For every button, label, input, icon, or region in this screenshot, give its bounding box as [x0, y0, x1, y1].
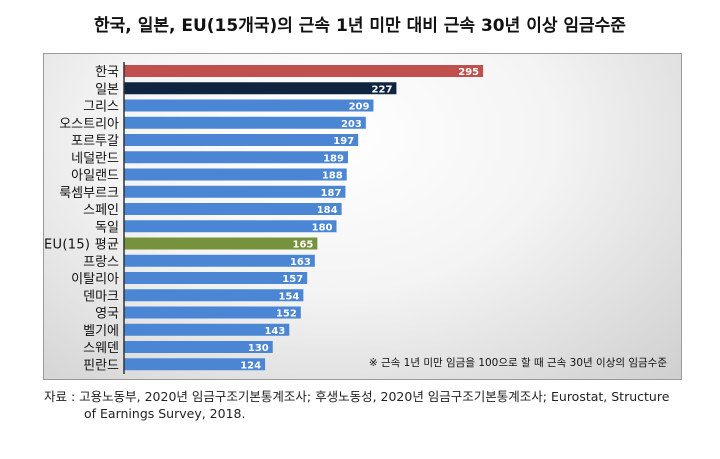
bar: [124, 254, 315, 267]
category-label: 벨기에: [83, 324, 119, 339]
bar: [124, 220, 337, 233]
category-label: 한국: [95, 65, 119, 80]
data-label: 197: [333, 136, 354, 147]
annotation: ※ 근속 1년 미만 임금을 100으로 할 때 근속 30년 이상의 임금수준: [369, 356, 667, 369]
chart-title: 한국, 일본, EU(15개국)의 근속 1년 미만 대비 근속 30년 이상 …: [94, 16, 626, 36]
bar: [124, 358, 266, 371]
category-label: 스페인: [83, 203, 119, 218]
source-line-1: 자료 : 고용노동부, 2020년 임금구조기본통계조사; 후생노동성, 202…: [44, 389, 670, 404]
data-label: 209: [349, 102, 370, 113]
category-label: 오스트리아: [59, 117, 119, 132]
category-label: 영국: [95, 307, 119, 322]
data-label: 130: [248, 343, 269, 354]
bar: [124, 237, 318, 250]
data-label: 203: [341, 119, 362, 130]
bar: [124, 151, 348, 164]
bar: [124, 203, 342, 215]
category-label: 아일랜드: [71, 169, 119, 184]
data-label: 152: [276, 309, 297, 320]
category-label: 룩셈부르크: [59, 186, 119, 201]
data-label: 165: [293, 240, 314, 251]
data-label: 184: [317, 205, 338, 216]
data-label: 143: [264, 326, 285, 337]
data-label: 157: [282, 274, 303, 285]
bar: [124, 289, 304, 302]
bar: [124, 272, 308, 284]
data-label: 163: [290, 257, 311, 268]
data-label: 295: [458, 67, 479, 78]
category-label: 스웨덴: [83, 341, 119, 356]
bar: [124, 341, 273, 353]
source-note: 자료 : 고용노동부, 2020년 임금구조기본통계조사; 후생노동성, 202…: [44, 388, 684, 422]
category-label: 그리스: [83, 100, 119, 115]
data-label: 227: [372, 84, 393, 95]
data-label: 188: [322, 171, 343, 182]
category-label: 이탈리아: [71, 272, 119, 287]
bar: [124, 323, 290, 336]
category-label: 포르투갈: [71, 134, 119, 149]
bar: [124, 116, 366, 129]
category-label: 독일: [95, 220, 119, 235]
category-label: 네덜란드: [71, 151, 119, 166]
bar: [124, 82, 397, 95]
category-label: 프랑스: [83, 255, 119, 270]
bar: [124, 99, 374, 112]
source-line-2: of Earnings Survey, 2018.: [84, 406, 246, 421]
bar: [124, 306, 301, 319]
bar: [124, 65, 484, 77]
category-label: 일본: [95, 82, 119, 97]
data-label: 189: [323, 153, 344, 164]
bar: [124, 168, 347, 181]
data-label: 124: [240, 360, 261, 371]
data-label: 180: [312, 222, 333, 233]
bar: [124, 134, 359, 146]
data-label: 154: [278, 291, 299, 302]
category-label: EU(15) 평균: [44, 238, 119, 253]
category-label: 덴마크: [83, 289, 119, 304]
data-label: 187: [321, 188, 342, 199]
bar: [124, 185, 346, 198]
category-label: 핀란드: [83, 358, 119, 373]
